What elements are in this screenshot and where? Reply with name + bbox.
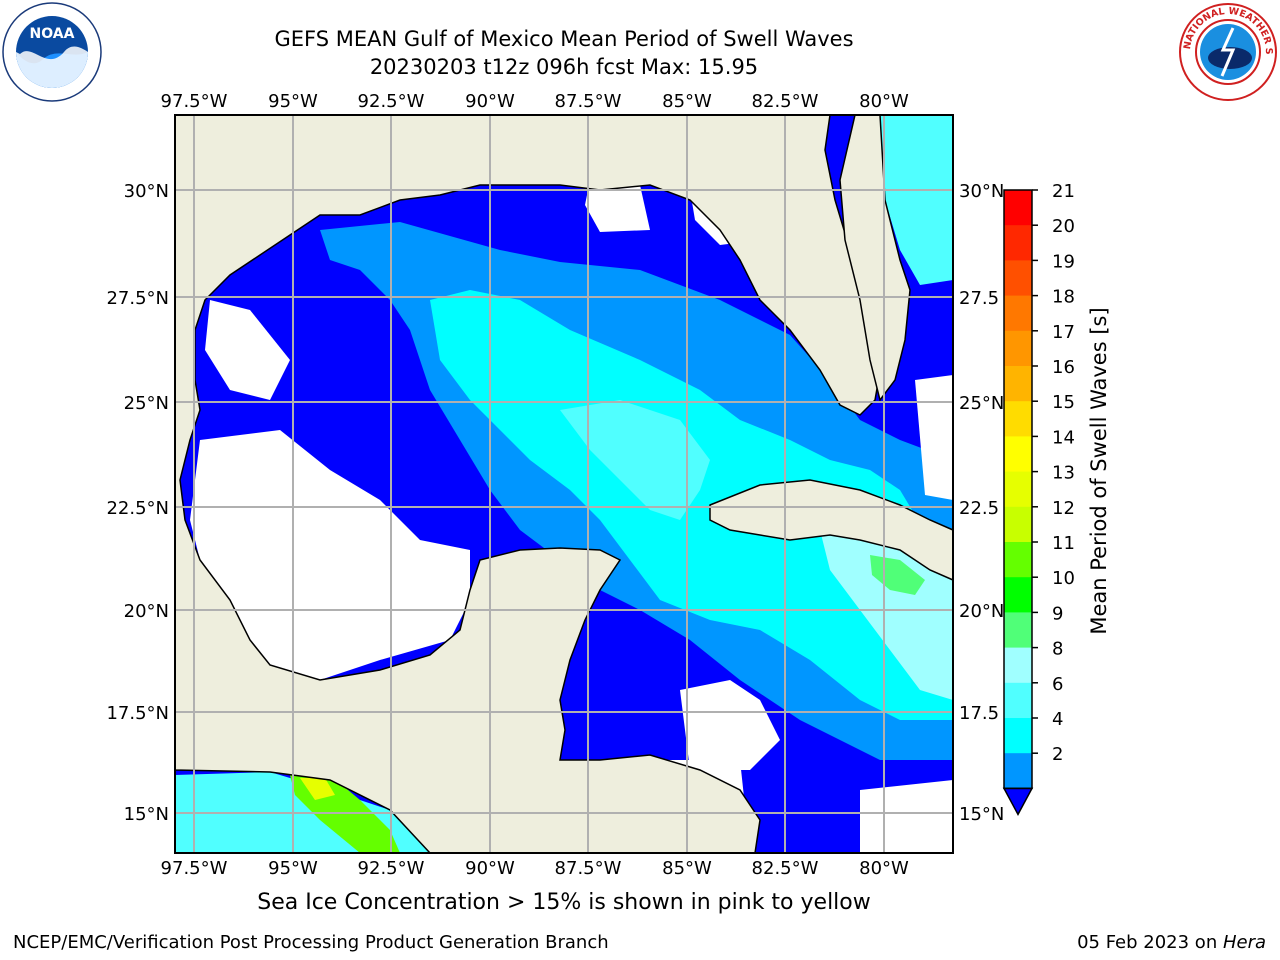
lat-label-right: 20°N <box>959 601 1004 622</box>
colorbar-tick-label: 4 <box>1052 709 1063 730</box>
colorbar-tick-label: 9 <box>1052 603 1063 624</box>
land-us-mexico <box>175 115 883 853</box>
colorbar: 21 20 19 18 17 16 15 14 13 12 11 10 9 8 6 4 2 <box>1002 181 1075 816</box>
lon-label-top: 92.5°W <box>358 91 425 112</box>
colorbar-extend-arrow <box>1002 787 1034 816</box>
lat-label-right: 27.5 <box>959 288 999 309</box>
colorbar-frame <box>1003 189 1033 790</box>
lon-label-bottom: 92.5°W <box>358 858 425 879</box>
colorbar-segment <box>1004 260 1032 297</box>
lat-label-left: 17.5°N <box>106 703 169 724</box>
colorbar-label: Mean Period of Swell Waves [s] <box>1087 307 1111 634</box>
colorbar-segment <box>1004 225 1032 261</box>
lon-label-bottom: 97.5°W <box>161 858 228 879</box>
colorbar-tick-label: 8 <box>1052 639 1063 660</box>
map-frame <box>174 114 954 854</box>
lon-label-top: 85°W <box>662 91 712 112</box>
lon-label-top: 95°W <box>268 91 318 112</box>
lat-label-left: 30°N <box>124 181 169 202</box>
colorbar-tick-label: 18 <box>1052 287 1075 308</box>
colorbar-segment <box>1004 436 1032 473</box>
lon-label-top: 87.5°W <box>555 91 622 112</box>
colorbar-tick-label: 13 <box>1052 463 1075 484</box>
colorbar-tick-label: 21 <box>1052 181 1075 202</box>
graticule <box>175 115 953 853</box>
land-cuba <box>709 479 953 581</box>
sea-ice-caption: Sea Ice Concentration > 15% is shown in … <box>257 890 871 915</box>
colorbar-segment <box>1004 190 1032 226</box>
lat-label-right: 30°N <box>959 181 1004 202</box>
lon-label-top: 90°W <box>465 91 515 112</box>
lon-labels-top: 97.5°W 95°W 92.5°W 90°W 87.5°W 85°W 82.5… <box>161 91 909 112</box>
chart-subtitle: 20230203 t12z 096h fcst Max: 15.95 <box>369 55 759 79</box>
lon-label-top: 97.5°W <box>161 91 228 112</box>
colorbar-segment <box>1004 612 1032 649</box>
colorbar-tick-label: 10 <box>1052 568 1075 589</box>
footer-date: 05 Feb 2023 on Hera <box>1077 932 1266 953</box>
lat-labels-left: 30°N 27.5°N 25°N 22.5°N 20°N 17.5°N 15°N <box>106 181 169 825</box>
colorbar-tick-label: 19 <box>1052 251 1075 272</box>
period-band-8-9 <box>820 525 953 700</box>
chart-title: GEFS MEAN Gulf of Mexico Mean Period of … <box>274 27 854 51</box>
colorbar-tick-label: 14 <box>1052 427 1075 448</box>
colorbar-segment <box>1004 506 1032 543</box>
footer-date-text: 05 Feb 2023 on <box>1077 932 1223 953</box>
lon-label-top: 82.5°W <box>752 91 819 112</box>
lat-labels-right: 30°N 27.5 25°N 22.5 20°N 17.5 15°N <box>959 181 1004 825</box>
lat-label-left: 20°N <box>124 601 169 622</box>
land-masses <box>175 115 953 853</box>
noaa-logo-text: NOAA <box>30 26 75 42</box>
footer-host: Hera <box>1222 932 1266 953</box>
colorbar-segment <box>1004 577 1032 613</box>
footer-credit: NCEP/EMC/Verification Post Processing Pr… <box>13 932 609 953</box>
colorbar-segment <box>1004 682 1032 719</box>
colorbar-segment <box>1004 647 1032 684</box>
colorbar-segment <box>1004 753 1032 789</box>
lon-label-top: 80°W <box>859 91 909 112</box>
lat-label-right: 25°N <box>959 393 1004 414</box>
colorbar-tick-label: 16 <box>1052 357 1075 378</box>
period-band-4-6 <box>430 290 953 720</box>
lat-label-right: 22.5 <box>959 498 999 519</box>
lon-label-bottom: 82.5°W <box>752 858 819 879</box>
period-band-6-8 <box>560 400 710 520</box>
lon-label-bottom: 85°W <box>662 858 712 879</box>
colorbar-segment <box>1004 718 1032 754</box>
colorbar-tick-label: 2 <box>1052 744 1063 765</box>
noaa-logo: NOAA <box>2 2 102 102</box>
colorbar-segment <box>1004 542 1032 578</box>
lon-labels-bottom: 97.5°W 95°W 92.5°W 90°W 87.5°W 85°W 82.5… <box>161 858 909 879</box>
colorbar-tick-label: 15 <box>1052 392 1075 413</box>
lat-label-right: 15°N <box>959 804 1004 825</box>
colorbar-segment <box>1004 295 1032 332</box>
colorbar-segment <box>1004 471 1032 508</box>
colorbar-segment <box>1004 366 1032 402</box>
colorbar-tick-label: 12 <box>1052 498 1075 519</box>
lon-label-bottom: 87.5°W <box>555 858 622 879</box>
lat-label-left: 25°N <box>124 393 169 414</box>
lon-label-bottom: 80°W <box>859 858 909 879</box>
colorbar-tick-label: 20 <box>1052 216 1075 237</box>
colorbar-segment <box>1004 401 1032 437</box>
period-band-atlantic <box>880 115 953 285</box>
period-band-pacific-yellow <box>300 778 335 800</box>
lat-label-left: 27.5°N <box>106 288 169 309</box>
colorbar-tick-label: 17 <box>1052 322 1075 343</box>
lon-label-bottom: 95°W <box>268 858 318 879</box>
lat-label-left: 22.5°N <box>106 498 169 519</box>
colorbar-tick-label: 11 <box>1052 533 1075 554</box>
lat-label-left: 15°N <box>124 804 169 825</box>
lat-label-right: 17.5 <box>959 703 999 724</box>
nws-logo: NATIONAL WEATHER SERVICE <box>1178 2 1277 101</box>
colorbar-tick-label: 6 <box>1052 674 1063 695</box>
lon-label-bottom: 90°W <box>465 858 515 879</box>
colorbar-segment <box>1004 330 1032 367</box>
